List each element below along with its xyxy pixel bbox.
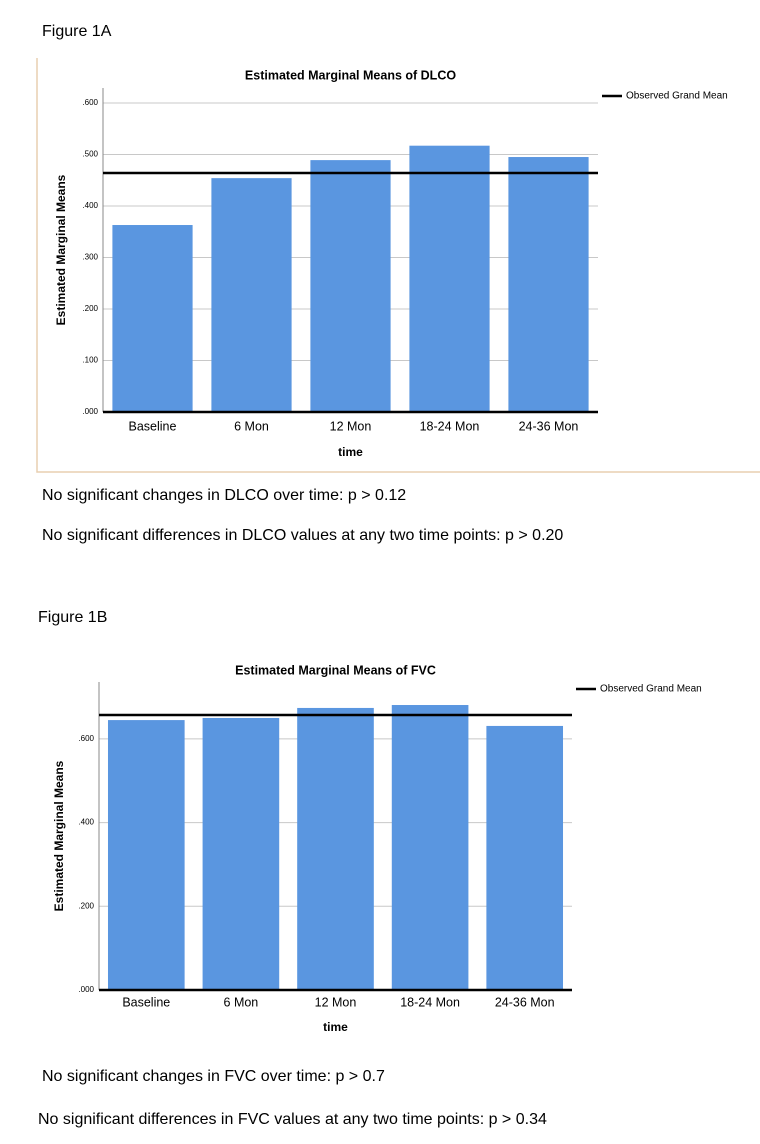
y-tick-label: .600	[78, 734, 94, 743]
chart-title: Estimated Marginal Means of FVC	[235, 663, 436, 677]
bar	[310, 160, 391, 412]
x-axis-label: time	[323, 1020, 348, 1034]
bar	[297, 707, 374, 990]
y-tick-label: .500	[82, 150, 98, 159]
x-tick-label: Baseline	[129, 419, 177, 433]
x-tick-label: 12 Mon	[315, 995, 357, 1009]
x-tick-label: Baseline	[122, 995, 170, 1009]
bar	[391, 705, 469, 990]
note: No significant differences in DLCO value…	[42, 527, 563, 544]
y-axis-label: Estimated Marginal Means	[52, 760, 66, 911]
chart-title: Estimated Marginal Means of DLCO	[245, 68, 456, 82]
x-tick-label: 18-24 Mon	[400, 995, 460, 1009]
y-tick-label: .100	[82, 356, 98, 365]
figure-label: Figure 1B	[38, 609, 107, 626]
y-tick-label: .000	[78, 985, 94, 994]
note: No significant changes in FVC over time:…	[42, 1068, 385, 1085]
note: No significant differences in FVC values…	[38, 1111, 547, 1128]
y-tick-label: .000	[82, 407, 98, 416]
legend-label: Observed Grand Mean	[626, 91, 728, 102]
bar	[508, 157, 589, 412]
y-tick-label: .200	[78, 901, 94, 910]
x-tick-label: 12 Mon	[330, 419, 372, 433]
figure-label: Figure 1A	[42, 23, 112, 40]
x-tick-label: 6 Mon	[224, 995, 259, 1009]
bar	[107, 720, 185, 990]
y-tick-label: .300	[82, 253, 98, 262]
bar	[211, 178, 292, 412]
y-tick-label: .200	[82, 304, 98, 313]
bar	[409, 145, 490, 412]
y-axis-label: Estimated Marginal Means	[54, 174, 68, 325]
bar	[112, 225, 193, 412]
figure-frame	[36, 58, 760, 473]
y-tick-label: .600	[82, 98, 98, 107]
x-tick-label: 6 Mon	[234, 419, 269, 433]
y-tick-label: .400	[82, 201, 98, 210]
bar	[486, 725, 564, 990]
x-tick-label: 18-24 Mon	[420, 419, 480, 433]
bar	[202, 717, 280, 990]
x-axis-label: time	[338, 445, 363, 459]
x-tick-label: 24-36 Mon	[519, 419, 579, 433]
note: No significant changes in DLCO over time…	[42, 487, 406, 504]
x-tick-label: 24-36 Mon	[495, 995, 555, 1009]
legend-label: Observed Grand Mean	[600, 684, 702, 695]
y-tick-label: .400	[78, 818, 94, 827]
